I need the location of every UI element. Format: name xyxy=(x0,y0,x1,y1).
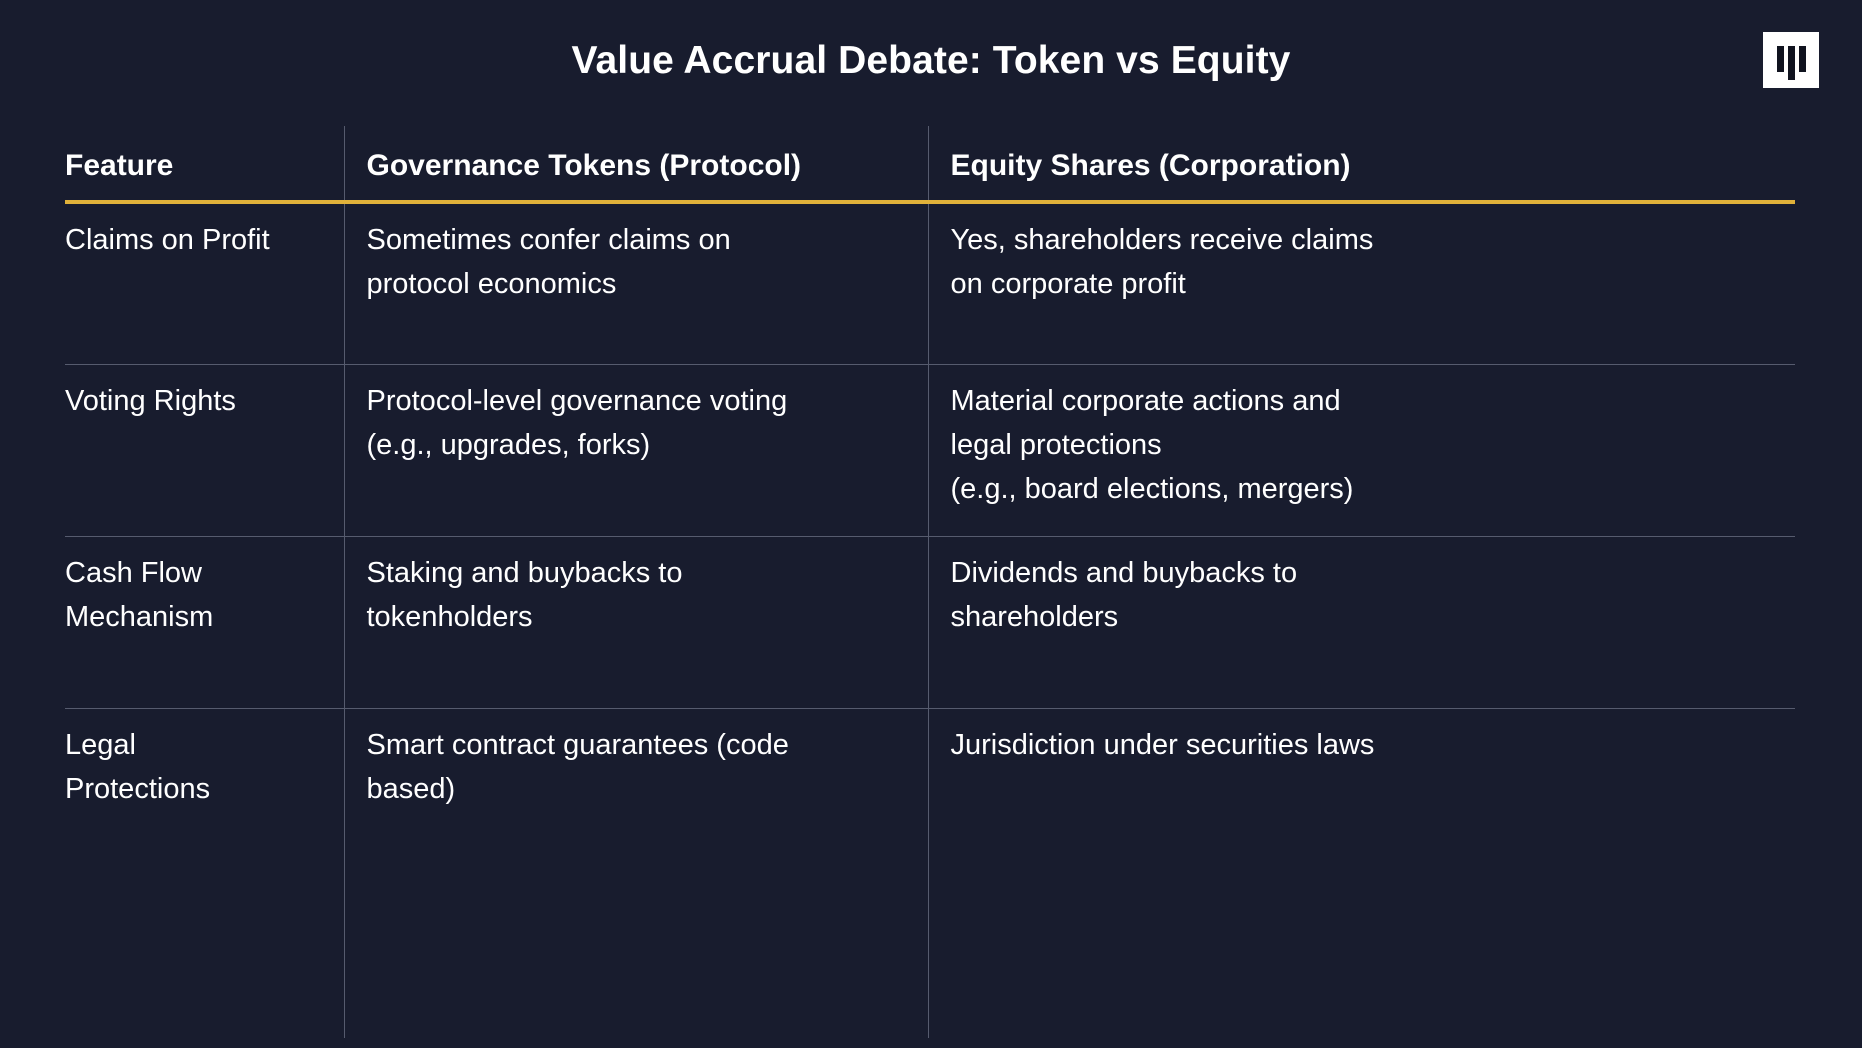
cell-line: (e.g., upgrades, forks) xyxy=(366,428,651,461)
cell-line: Sometimes confer claims on xyxy=(366,224,731,256)
cell-tokens: Staking and buybacks to tokenholders xyxy=(343,536,928,709)
comparison-table-wrapper: Feature Governance Tokens (Protocol) Equ… xyxy=(65,126,1795,1038)
cell-line: Protocol-level governance voting xyxy=(366,384,788,417)
column-header-governance-tokens: Governance Tokens (Protocol) xyxy=(343,126,928,204)
cell-line: Mechanism xyxy=(65,600,214,633)
comparison-table: Feature Governance Tokens (Protocol) Equ… xyxy=(65,126,1795,1038)
cell-line: Material corporate actions and xyxy=(950,384,1341,417)
cell-feature: Cash Flow Mechanism xyxy=(65,536,344,709)
three-bars-logo xyxy=(1763,32,1819,88)
cell-line: Cash Flow xyxy=(65,556,202,589)
cell-line: on corporate profit xyxy=(950,268,1186,300)
cell-equity: Material corporate actions and legal pro… xyxy=(927,364,1795,537)
cell-feature: Legal Protections xyxy=(65,708,344,1038)
cell-equity: Yes, shareholders receive claims on corp… xyxy=(927,202,1795,365)
cell-line: Dividends and buybacks to xyxy=(950,556,1298,589)
cell-line: protocol economics xyxy=(366,268,617,300)
cell-tokens: Protocol-level governance voting (e.g., … xyxy=(343,364,928,537)
cell-feature: Voting Rights xyxy=(65,364,344,537)
cell-equity: Jurisdiction under securities laws xyxy=(927,708,1795,1038)
cell-line: Jurisdiction under securities laws xyxy=(950,728,1375,761)
table-row: Claims on Profit Sometimes confer claims… xyxy=(65,202,1795,365)
table-body: Claims on Profit Sometimes confer claims… xyxy=(65,202,1795,1038)
cell-feature: Claims on Profit xyxy=(65,202,344,365)
cell-line: tokenholders xyxy=(366,600,533,633)
cell-line: Smart contract guarantees (code xyxy=(366,728,789,761)
three-bars-logo-icon xyxy=(1777,46,1806,80)
cell-line: based) xyxy=(366,772,456,805)
cell-line: Protections xyxy=(65,772,211,805)
cell-line: (e.g., board elections, mergers) xyxy=(950,472,1354,505)
table-header: Feature Governance Tokens (Protocol) Equ… xyxy=(65,126,1795,204)
cell-line: Legal xyxy=(65,728,136,761)
cell-tokens: Smart contract guarantees (code based) xyxy=(343,708,928,1038)
column-header-equity-shares: Equity Shares (Corporation) xyxy=(927,126,1795,204)
table-row: Legal Protections Smart contract guarant… xyxy=(65,708,1795,1038)
cell-equity: Dividends and buybacks to shareholders xyxy=(927,536,1795,709)
cell-line: Yes, shareholders receive claims xyxy=(950,224,1374,256)
table-row: Voting Rights Protocol-level governance … xyxy=(65,364,1795,537)
cell-line: shareholders xyxy=(950,600,1119,633)
column-header-feature: Feature xyxy=(65,126,344,204)
table-row: Cash Flow Mechanism Staking and buybacks… xyxy=(65,536,1795,709)
table-header-row: Feature Governance Tokens (Protocol) Equ… xyxy=(65,126,1795,204)
cell-tokens: Sometimes confer claims on protocol econ… xyxy=(343,202,928,365)
cell-line: legal protections xyxy=(950,428,1162,461)
page-title: Value Accrual Debate: Token vs Equity xyxy=(571,39,1291,82)
cell-line: Staking and buybacks to xyxy=(366,556,683,589)
